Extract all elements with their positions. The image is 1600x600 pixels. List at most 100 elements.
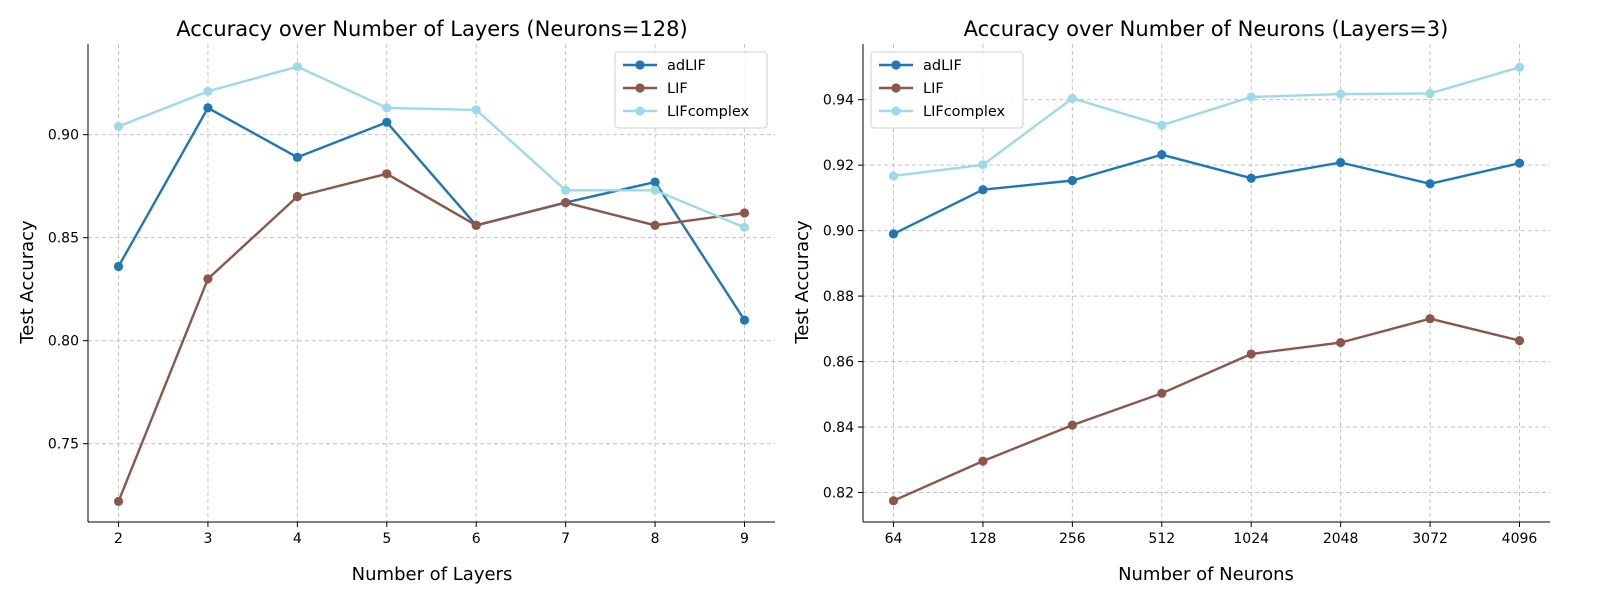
data-point-lif [1067, 420, 1077, 430]
data-point-adlif [292, 152, 302, 162]
y-tick-label: 0.85 [48, 231, 79, 247]
data-point-lifcomplex [292, 62, 302, 72]
y-tick-label: 0.88 [823, 289, 854, 305]
data-point-lif [561, 198, 571, 208]
x-tick-label: 8 [651, 531, 660, 547]
y-tick-label: 0.84 [823, 420, 854, 436]
chart-title: Accuracy over Number of Layers (Neurons=… [176, 17, 687, 41]
data-point-lif [978, 456, 988, 466]
x-tick-label: 3072 [1412, 531, 1448, 547]
series-layer [888, 62, 1525, 506]
legend-marker-adlif [891, 60, 901, 70]
data-point-lifcomplex [561, 185, 571, 195]
data-point-lif [471, 220, 481, 230]
y-axis-label: Test Accuracy [17, 220, 38, 345]
data-point-lifcomplex [471, 105, 481, 115]
data-point-adlif [203, 103, 213, 113]
x-tick-label: 4096 [1502, 531, 1538, 547]
data-point-lif [650, 220, 660, 230]
data-point-lif [1246, 349, 1256, 359]
data-point-adlif [382, 117, 392, 127]
data-point-adlif [113, 261, 124, 272]
legend-label-lif: LIF [667, 81, 688, 97]
legend: adLIF LIF LIFcomplex [614, 51, 768, 129]
data-point-lif [1425, 314, 1435, 324]
x-tick-label: 64 [885, 531, 903, 547]
data-point-adlif [650, 177, 660, 187]
series-line-lif [117, 172, 745, 502]
legend-label-adlif: adLIF [667, 58, 706, 74]
data-point-adlif [1336, 157, 1346, 168]
series-layer [113, 62, 750, 506]
chart-layers: Accuracy over Number of Layers (Neurons=… [17, 17, 775, 585]
x-tick-label: 6 [472, 531, 481, 547]
legend-label-lif: LIF [923, 81, 944, 97]
data-point-adlif [739, 315, 750, 325]
data-point-lifcomplex [1425, 88, 1435, 99]
legend-marker-lif [635, 83, 645, 93]
x-tick-label: 1024 [1233, 531, 1269, 547]
legend: adLIF LIF LIFcomplex [870, 51, 1024, 129]
x-tick-label: 512 [1148, 531, 1175, 547]
x-tick-label: 128 [970, 531, 997, 547]
data-point-adlif [1246, 173, 1256, 183]
data-point-lif [739, 208, 750, 218]
y-tick-label: 0.92 [823, 158, 854, 174]
x-axis-label: Number of Neurons [1118, 564, 1294, 585]
y-tick-label: 0.90 [823, 224, 854, 240]
x-tick-label: 9 [740, 531, 749, 547]
data-point-lif [113, 496, 124, 506]
y-tick-label: 0.94 [823, 93, 854, 109]
y-tick-label: 0.82 [823, 486, 854, 502]
legend-label-adlif: adLIF [923, 58, 962, 74]
data-point-lif [203, 274, 213, 284]
data-point-lif [888, 496, 899, 506]
data-point-lifcomplex [203, 86, 213, 96]
data-point-lif [1514, 336, 1525, 346]
chart-neurons: Accuracy over Number of Neurons (Layers=… [792, 17, 1550, 585]
x-tick-label: 7 [561, 531, 570, 547]
data-point-adlif [1514, 158, 1525, 168]
data-point-adlif [1067, 175, 1077, 186]
chart-title: Accuracy over Number of Neurons (Layers=… [964, 17, 1449, 41]
x-tick-label: 2 [114, 531, 123, 547]
data-point-lifcomplex [739, 222, 750, 232]
series-line-adlif [892, 153, 1520, 235]
legend-box [870, 51, 1024, 129]
legend-marker-adlif [635, 60, 645, 70]
legend-label-lifcomplex: LIFcomplex [923, 104, 1006, 120]
x-tick-label: 2048 [1323, 531, 1359, 547]
legend-marker-lifcomplex [635, 106, 645, 116]
x-tick-label: 3 [203, 531, 212, 547]
data-point-lifcomplex [1336, 89, 1346, 99]
y-tick-label: 0.86 [823, 355, 854, 371]
data-point-lifcomplex [382, 103, 392, 113]
data-point-lifcomplex [1246, 92, 1256, 102]
x-axis-label: Number of Layers [352, 564, 513, 585]
data-point-adlif [1425, 179, 1435, 189]
y-tick-label: 0.80 [48, 334, 79, 350]
series-line-lif [893, 317, 1520, 502]
data-point-adlif [1157, 150, 1167, 160]
legend-label-lifcomplex: LIFcomplex [667, 104, 750, 120]
data-point-adlif [888, 229, 899, 239]
data-point-lif [1157, 388, 1167, 398]
y-tick-label: 0.75 [48, 437, 79, 453]
axes: 2 3 4 5 6 7 8 9 0.75 0.80 0.85 0.90 [48, 44, 775, 547]
data-point-lif [292, 191, 302, 202]
axes: 64 128 256 512 1024 2048 3072 4096 0.82 0.84 0.86 0… [823, 44, 1550, 547]
x-tick-label: 256 [1059, 531, 1086, 547]
data-point-lif [382, 169, 392, 179]
series-line-lifcomplex [893, 66, 1520, 178]
x-tick-label: 4 [293, 531, 302, 547]
data-point-lif [1336, 337, 1346, 348]
legend-marker-lif [891, 83, 901, 93]
x-tick-label: 5 [382, 531, 391, 547]
series-line-lifcomplex [118, 65, 745, 229]
y-axis-label: Test Accuracy [792, 220, 813, 345]
legend-marker-lifcomplex [891, 106, 901, 116]
data-point-lifcomplex [650, 185, 660, 195]
y-tick-label: 0.90 [48, 128, 79, 144]
data-point-lifcomplex [888, 171, 899, 181]
